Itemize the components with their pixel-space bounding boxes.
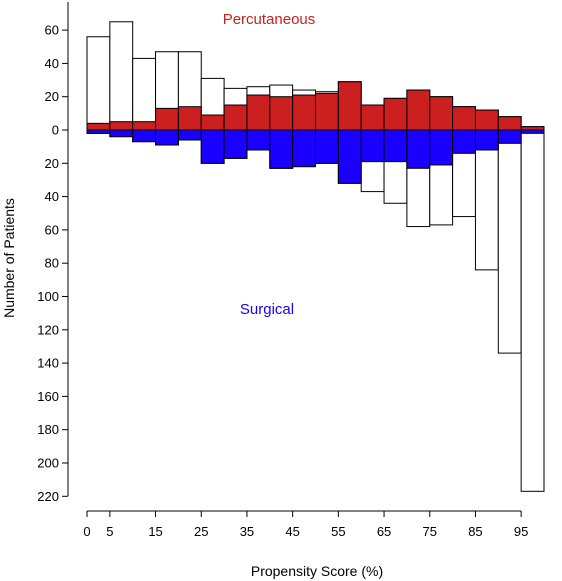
axes-layer — [67, 2, 522, 512]
surgical-matched-bar — [406, 129, 431, 169]
surgical-group-label: Surgical — [240, 301, 294, 318]
x-tick-label: 65 — [377, 524, 391, 539]
y-tick-label: 80 — [45, 256, 59, 271]
percutaneous-matched-bar — [155, 107, 179, 131]
surgical-matched-bar — [223, 129, 248, 159]
x-axis-title: Propensity Score (%) — [251, 563, 383, 579]
surgical-matched-bar — [429, 129, 454, 166]
x-axis-ticks: 0 5 15 25 35 45 55 65 75 85 95 — [83, 511, 528, 539]
surgical-matched-bar — [292, 129, 316, 168]
y-tick-label: 220 — [37, 489, 59, 504]
percutaneous-matched-bar — [406, 89, 431, 131]
surgical-total-bar — [497, 129, 522, 354]
y-tick-label: 200 — [37, 456, 59, 471]
surgical-matched-bar — [109, 129, 134, 138]
surgical-matched-bar — [315, 129, 339, 164]
percutaneous-matched-bar — [292, 94, 316, 131]
y-tick-label: 160 — [37, 389, 59, 404]
y-tick-label: 180 — [37, 422, 59, 437]
surgical-total-bar — [520, 129, 545, 492]
surgical-matched-bar — [360, 129, 385, 163]
percutaneous-matched-bar — [246, 94, 271, 131]
surgical-matched-bar — [452, 129, 476, 154]
y-tick-label: 40 — [45, 189, 59, 204]
percutaneous-matched-bar — [223, 104, 248, 131]
percutaneous-matched-bar — [452, 106, 476, 131]
x-tick-label: 75 — [423, 524, 437, 539]
percutaneous-matched-bar — [200, 114, 225, 131]
percutaneous-matched-bar — [337, 81, 362, 131]
percutaneous-matched-bar — [177, 106, 202, 131]
y-tick-label: 140 — [37, 356, 59, 371]
percutaneous-matched-bar — [269, 96, 294, 131]
percutaneous-total-bar — [132, 57, 157, 131]
y-axis-title: Number of Patients — [1, 198, 17, 318]
percutaneous-matched-bar — [86, 122, 111, 131]
surgical-total-bar — [474, 129, 499, 271]
percutaneous-group-label: Percutaneous — [223, 11, 316, 28]
y-tick-label: 60 — [45, 23, 59, 38]
surgical-matched-bar — [383, 129, 408, 163]
surgical-matched-bar — [474, 129, 499, 151]
x-tick-label: 5 — [106, 524, 113, 539]
surgical-matched-bar — [155, 129, 179, 146]
x-tick-label: 35 — [240, 524, 254, 539]
x-tick-label: 85 — [468, 524, 482, 539]
surgical-matched-bar — [497, 129, 522, 144]
x-tick-label: 45 — [285, 524, 299, 539]
surgical-matched-bar — [200, 129, 225, 164]
percutaneous-matched-bar — [109, 121, 134, 131]
surgical-matched-bar — [132, 129, 157, 143]
x-tick-label: 25 — [194, 524, 208, 539]
x-tick-label: 15 — [148, 524, 162, 539]
percutaneous-matched-bar — [497, 116, 522, 131]
y-tick-label: 20 — [45, 156, 59, 171]
surgical-matched-bar — [337, 129, 362, 184]
percutaneous-matched-bar — [132, 121, 157, 131]
x-tick-label: 95 — [514, 524, 528, 539]
percutaneous-matched-bar — [315, 92, 339, 131]
y-tick-label: 60 — [45, 222, 59, 237]
y-tick-label: 100 — [37, 289, 59, 304]
percutaneous-total-bar — [86, 36, 111, 131]
x-tick-label: 0 — [83, 524, 90, 539]
percutaneous-matched-bar — [383, 97, 408, 131]
surgical-matched-bar — [177, 129, 202, 141]
y-tick-label: 0 — [52, 123, 59, 138]
percutaneous-matched-bar — [429, 96, 454, 131]
x-tick-label: 55 — [331, 524, 345, 539]
y-tick-label: 40 — [45, 56, 59, 71]
bars-layer — [86, 21, 545, 492]
y-tick-label: 120 — [37, 322, 59, 337]
percutaneous-matched-bar — [474, 109, 499, 131]
surgical-matched-bar — [246, 129, 271, 151]
surgical-matched-bar — [269, 129, 294, 169]
percutaneous-total-bar — [109, 21, 134, 131]
y-tick-label: 20 — [45, 89, 59, 104]
percutaneous-matched-bar — [360, 104, 385, 131]
